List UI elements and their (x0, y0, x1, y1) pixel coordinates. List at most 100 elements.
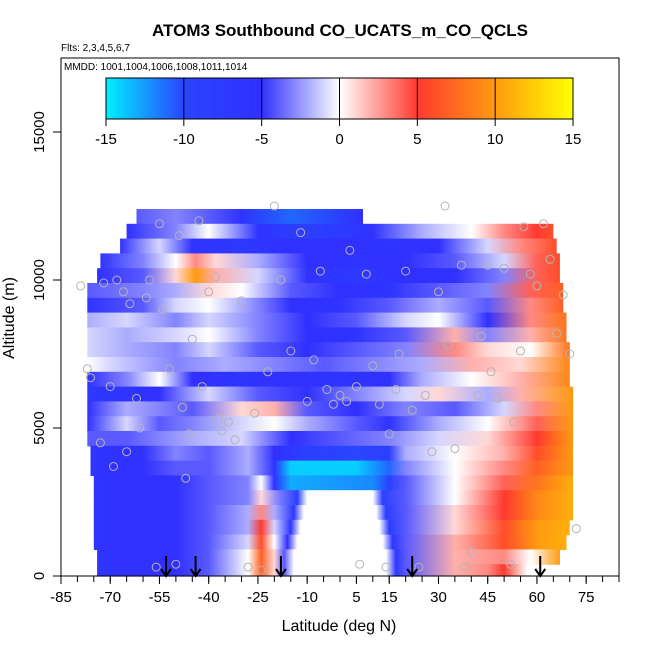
observation-points (76, 201, 581, 575)
heatmap-row (93, 475, 574, 491)
observation-point (532, 281, 542, 291)
observation-point (197, 382, 207, 392)
observation-point (571, 524, 581, 534)
observation-point (177, 402, 187, 412)
observation-point (125, 299, 135, 309)
observation-point (516, 346, 525, 356)
colorbar-tick-label: 5 (413, 131, 421, 148)
observation-point (276, 275, 286, 285)
observation-point (105, 382, 115, 392)
observation-point (335, 390, 345, 400)
observation-point (194, 216, 204, 226)
x-tick-label: 15 (381, 589, 398, 606)
observation-point (552, 328, 562, 338)
observation-point (302, 396, 312, 406)
x-axis: -85 -70 -55 -40 -25 -10 5 15 30 45 60 75 (50, 576, 620, 606)
observation-point (381, 562, 391, 572)
heatmap-row (87, 401, 574, 417)
observation-point (237, 296, 246, 306)
y-axis-label: Altitude (m) (1, 277, 18, 359)
observation-point (132, 393, 141, 403)
observation-point (450, 444, 460, 454)
observation-point (86, 373, 95, 383)
observation-point (158, 305, 168, 315)
observation-point (315, 266, 325, 276)
observation-point (112, 275, 122, 285)
observation-point (328, 399, 338, 409)
observation-point (250, 408, 260, 418)
heatmap-row (93, 534, 567, 550)
heatmap-row (87, 297, 564, 314)
observation-point (243, 562, 253, 572)
observation-point (95, 438, 105, 448)
observation-point (99, 278, 109, 288)
observation-point (286, 346, 296, 356)
observation-point (309, 355, 319, 365)
observation-point (401, 266, 411, 276)
observation-point (558, 290, 568, 300)
colorbar-tick-label: 15 (565, 131, 582, 148)
x-tick-label: 60 (529, 589, 546, 606)
observation-point (181, 473, 191, 483)
observation-point (118, 287, 128, 297)
heatmap-row (87, 327, 567, 343)
observation-point (322, 385, 332, 394)
observation-point (141, 293, 151, 303)
heatmap-row (120, 238, 557, 254)
observation-point (545, 254, 555, 264)
observation-point (135, 423, 145, 433)
observation-point (420, 390, 430, 400)
observation-point (109, 462, 118, 471)
colorbar-tick-label: 0 (335, 131, 343, 148)
heatmap-row (100, 253, 560, 269)
observation-point (384, 429, 394, 439)
colorbar-tick-label: -15 (95, 131, 117, 148)
heatmap-row (87, 312, 567, 328)
y-tick-label: 15000 (31, 111, 48, 153)
observation-point (187, 334, 197, 344)
observation-point (155, 219, 164, 229)
observation-point (355, 559, 365, 569)
observation-point (391, 385, 401, 394)
observation-point (506, 559, 516, 569)
chart-title: ATOM3 Southbound CO_UCATS_m_CO_QCLS (152, 21, 528, 40)
chart-subtitle: Flts: 2,3,4,5,6,7 (61, 43, 130, 54)
heatmap-row (97, 549, 560, 565)
observation-point (171, 559, 181, 569)
heatmap-row (97, 564, 528, 577)
x-tick-label: -10 (296, 589, 318, 606)
observation-point (394, 349, 404, 359)
observation-point (486, 367, 496, 377)
observation-point (483, 260, 493, 270)
observation-point (351, 382, 361, 392)
observation-point (473, 390, 483, 400)
observation-point (466, 547, 476, 557)
observation-point (210, 272, 220, 282)
heatmap-row (90, 460, 573, 476)
heatmap-field (87, 209, 574, 577)
observation-point (145, 275, 155, 285)
y-tick-label: 0 (31, 572, 48, 580)
heatmap-row (87, 342, 570, 358)
observation-point (460, 562, 470, 572)
observation-point (493, 393, 503, 403)
x-tick-label: -70 (99, 589, 121, 606)
colorbar-tick-label: -5 (255, 131, 268, 148)
heatmap-row (87, 416, 574, 432)
heatmap-row (97, 268, 560, 284)
heatmap-row (87, 386, 574, 402)
observation-point (76, 281, 86, 291)
x-tick-label: -40 (198, 589, 220, 606)
heatmap-row (87, 283, 564, 299)
observation-point (407, 405, 417, 415)
observation-point (499, 263, 509, 273)
observation-point (525, 269, 535, 279)
x-tick-label: -55 (149, 589, 171, 606)
heatmap-row (87, 357, 570, 373)
colorbar-tick-label: -10 (173, 131, 195, 148)
heatmap-row (90, 445, 573, 462)
observation-point (184, 429, 194, 439)
chart-annotation: MMDD: 1001,1004,1006,1008,1011,1014 (64, 62, 248, 73)
x-tick-label: -85 (50, 589, 72, 606)
